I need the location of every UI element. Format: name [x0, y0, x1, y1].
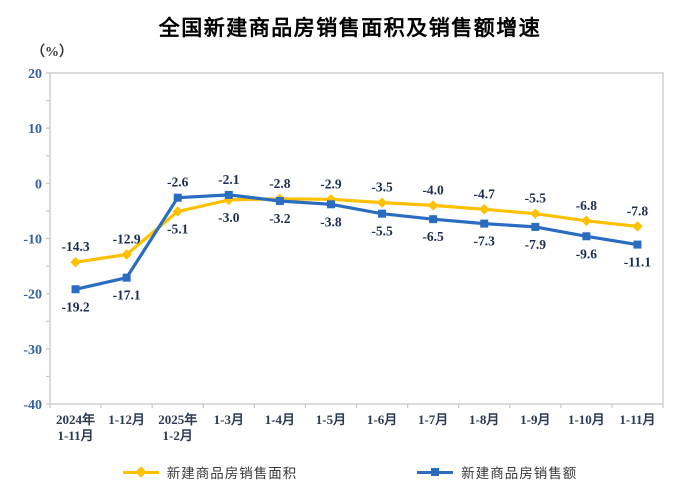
series-line-0	[73, 197, 640, 264]
x-axis-label: 2024年	[56, 412, 95, 427]
series-1-square-marker	[480, 219, 489, 228]
data-label: -5.5	[525, 191, 547, 206]
y-tick-label: -30	[23, 343, 42, 358]
data-label: -2.6	[167, 175, 189, 190]
plot-border	[49, 72, 664, 405]
x-axis-label: 1-8月	[469, 412, 499, 427]
legend-label-sales-value: 新建商品房销售额	[461, 466, 578, 481]
x-axis-label: 1-7月	[418, 412, 448, 427]
y-tick-label: -10	[23, 233, 42, 248]
data-label: -17.1	[113, 288, 141, 303]
data-label: -19.2	[61, 299, 89, 314]
y-axis-unit-label: （%）	[31, 45, 73, 60]
series-0-diamond-marker	[121, 249, 132, 260]
x-axis-label: 1-12月	[108, 412, 145, 427]
series-1-square-marker	[378, 209, 387, 218]
y-tick-label: 0	[35, 177, 42, 192]
x-axis-label: 1-11月	[619, 412, 655, 427]
data-label: -7.9	[525, 237, 547, 252]
x-axis-label: 1-11月	[57, 428, 93, 443]
x-axis-label: 1-9月	[520, 412, 550, 427]
data-label: -12.9	[113, 231, 141, 246]
x-axis-label: 1-3月	[214, 412, 244, 427]
data-label: -4.0	[422, 182, 444, 197]
series-1-square-marker	[429, 215, 438, 224]
data-label: -2.9	[320, 176, 342, 191]
series-0-diamond-marker	[479, 204, 490, 215]
x-axis-label: 1-2月	[163, 428, 193, 443]
series-0-diamond-marker	[581, 215, 592, 227]
series-1-square-marker	[582, 232, 591, 241]
legend: 新建商品房销售面积 新建商品房销售额	[0, 462, 700, 482]
data-label: -11.1	[624, 255, 652, 270]
data-label: -3.5	[371, 180, 393, 195]
chart-title: 全国新建商品房销售面积及销售额增速	[158, 17, 542, 40]
series-0-diamond-marker	[376, 197, 388, 208]
data-label: -5.1	[167, 221, 189, 236]
data-label: -7.3	[474, 234, 496, 249]
series-1-square-marker	[326, 200, 335, 209]
series-line-1	[73, 193, 640, 291]
series-1-square-marker	[224, 190, 233, 199]
data-label: -6.5	[422, 229, 444, 244]
data-label: -9.6	[576, 246, 598, 261]
data-label: -6.8	[576, 198, 598, 213]
y-tick-label: 20	[28, 67, 42, 82]
series-1-square-marker	[633, 240, 642, 249]
x-axis-label: 1-5月	[316, 412, 346, 427]
y-tick-label: -40	[23, 398, 42, 413]
series-0-diamond-marker	[530, 208, 541, 219]
data-label: -3.8	[320, 214, 342, 229]
x-axis-label: 1-4月	[265, 412, 295, 427]
series-0-diamond-marker	[172, 206, 183, 217]
series-0-diamond-marker	[632, 221, 643, 232]
series-0-diamond-marker	[427, 200, 439, 211]
legend-label-sales-area: 新建商品房销售面积	[166, 466, 298, 481]
diamond-marker-icon	[135, 466, 147, 478]
data-label: -14.3	[61, 239, 89, 254]
series-1-square-marker	[71, 285, 80, 294]
data-label: -2.1	[218, 172, 240, 187]
data-label: -7.8	[627, 203, 649, 218]
series-0-diamond-marker	[70, 257, 81, 268]
x-axis-label: 2025年	[158, 412, 197, 427]
series-1-square-marker	[531, 222, 540, 231]
square-marker-icon	[431, 468, 440, 476]
data-label: -3.0	[218, 210, 240, 225]
y-tick-label: -20	[23, 288, 42, 303]
sales-area-line-swatch	[122, 466, 159, 478]
series-1-square-marker	[275, 196, 284, 205]
data-label: -3.2	[269, 211, 291, 226]
data-label: -4.7	[474, 186, 496, 201]
series-1-square-marker	[122, 273, 131, 282]
x-axis-label: 1-10月	[568, 412, 605, 427]
data-label: -5.5	[371, 224, 393, 239]
x-axis-label: 1-6月	[367, 412, 397, 427]
series-1-square-marker	[173, 193, 182, 202]
sales-value-line-swatch	[417, 467, 454, 477]
y-tick-label: 10	[28, 122, 42, 137]
legend-item-sales-value: 新建商品房销售额	[417, 462, 577, 482]
data-label: -2.8	[269, 176, 291, 191]
legend-item-sales-area: 新建商品房销售面积	[122, 462, 298, 482]
